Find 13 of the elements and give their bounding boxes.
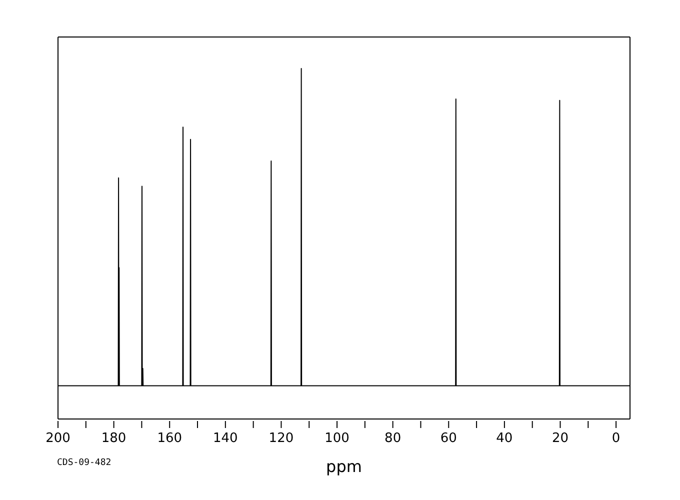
x-tick-label: 0 — [612, 431, 620, 446]
x-tick-label: 100 — [324, 431, 350, 446]
x-axis-title: ppm — [326, 457, 362, 476]
text: CDS-09-482 — [57, 458, 112, 468]
x-tick-label: 80 — [384, 431, 402, 446]
x-tick-label: 140 — [213, 431, 238, 446]
x-tick-label: 160 — [157, 431, 182, 446]
x-tick-label: 180 — [101, 431, 126, 446]
x-tick-label: 120 — [268, 431, 294, 446]
x-tick-label: 200 — [46, 431, 70, 446]
x-tick-label: 20 — [552, 431, 569, 446]
x-tick-label: 40 — [496, 431, 513, 446]
x-tick-label: 60 — [440, 431, 457, 446]
